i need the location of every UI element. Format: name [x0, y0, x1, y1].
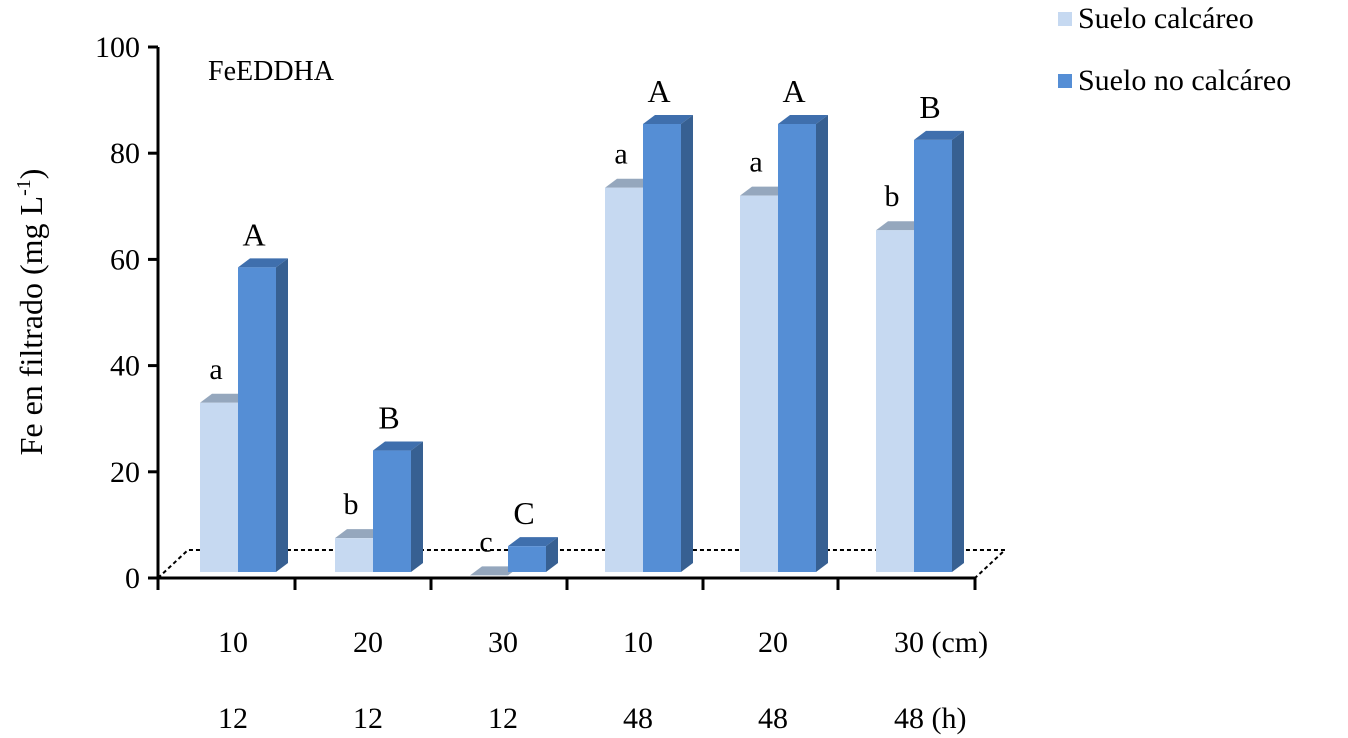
- bar-no-calcareo-side: [546, 537, 558, 572]
- legend-item-no-calcareo: Suelo no calcáreo: [1058, 62, 1348, 100]
- data-label-calcareo: a: [749, 146, 762, 179]
- bar-no-calcareo: [508, 546, 546, 572]
- data-label-no-calcareo: C: [513, 495, 534, 531]
- bar-no-calcareo-side: [411, 441, 423, 572]
- bar-no-calcareo: [373, 450, 411, 572]
- legend-item-calcareo: Suelo calcáreo: [1058, 0, 1348, 38]
- data-label-no-calcareo: A: [782, 73, 805, 109]
- data-label-calcareo: c: [479, 525, 492, 558]
- x-tick-label-time: 12: [353, 702, 383, 735]
- bar-no-calcareo: [914, 139, 952, 573]
- data-label-no-calcareo: B: [378, 400, 399, 436]
- bar-no-calcareo: [643, 123, 681, 573]
- x-tick-label-time: 48: [623, 702, 653, 735]
- y-tick-label: 0: [125, 562, 140, 595]
- bar-no-calcareo-top: [238, 258, 288, 268]
- x-tick-label-depth: 10: [218, 626, 248, 659]
- bar-no-calcareo-top: [643, 114, 693, 124]
- bar-calcareo: [200, 402, 238, 572]
- y-axis-label: Fe en filtrado (mg L-1): [13, 169, 49, 456]
- bar-calcareo-top: [335, 529, 385, 539]
- bar-no-calcareo-side: [276, 258, 288, 572]
- x-tick-label-depth: 20: [758, 626, 788, 659]
- bar-calcareo: [335, 538, 373, 572]
- legend-label-calcareo: Suelo calcáreo: [1078, 2, 1254, 35]
- x-tick-label-time: 12: [488, 702, 518, 735]
- bar-no-calcareo-side: [816, 114, 828, 573]
- x-tick-label-time: 12: [218, 702, 248, 735]
- data-label-no-calcareo: A: [647, 73, 670, 109]
- y-tick-label: 100: [95, 31, 140, 64]
- y-tick-label: 20: [110, 456, 140, 489]
- bar-no-calcareo-top: [373, 441, 423, 451]
- legend-swatch-no-calcareo: [1058, 74, 1072, 88]
- bar-no-calcareo-side: [681, 114, 693, 573]
- bar-no-calcareo-top: [508, 537, 558, 547]
- legend: Suelo calcáreo Suelo no calcáreo: [1058, 0, 1348, 124]
- legend-swatch-calcareo: [1058, 12, 1072, 26]
- y-tick-label: 80: [110, 137, 140, 170]
- bar-calcareo: [876, 230, 914, 572]
- data-label-no-calcareo: B: [919, 89, 940, 125]
- x-tick-label-depth: 30 (cm): [894, 626, 988, 659]
- bar-calcareo-top: [740, 186, 790, 196]
- x-tick-label-depth: 20: [353, 626, 383, 659]
- y-tick-label: 60: [110, 243, 140, 276]
- x-tick-label-time: 48: [758, 702, 788, 735]
- bar-no-calcareo-side: [952, 130, 964, 573]
- bar-calcareo-top: [200, 393, 250, 403]
- y-tick-label: 40: [110, 350, 140, 383]
- x-tick-label-depth: 30: [488, 626, 518, 659]
- bar-no-calcareo-top: [914, 130, 964, 140]
- bar-calcareo-top: [605, 178, 655, 188]
- x-tick-label-time: 48 (h): [894, 702, 966, 735]
- data-label-no-calcareo: A: [242, 216, 265, 252]
- bar-calcareo: [740, 195, 778, 572]
- bar-no-calcareo: [778, 123, 816, 573]
- data-label-calcareo: a: [209, 353, 222, 386]
- bar-calcareo-top: [470, 566, 520, 576]
- bar-no-calcareo: [238, 267, 276, 572]
- bar-no-calcareo-top: [778, 114, 828, 124]
- data-label-calcareo: b: [344, 488, 359, 521]
- data-label-calcareo: a: [614, 138, 627, 171]
- bar-calcareo: [605, 187, 643, 572]
- chart-annotation: FeEDDHA: [208, 56, 335, 87]
- data-label-calcareo: b: [885, 180, 900, 213]
- x-tick-label-depth: 10: [623, 626, 653, 659]
- legend-label-no-calcareo: Suelo no calcáreo: [1078, 64, 1292, 97]
- bar-calcareo-top: [876, 221, 926, 231]
